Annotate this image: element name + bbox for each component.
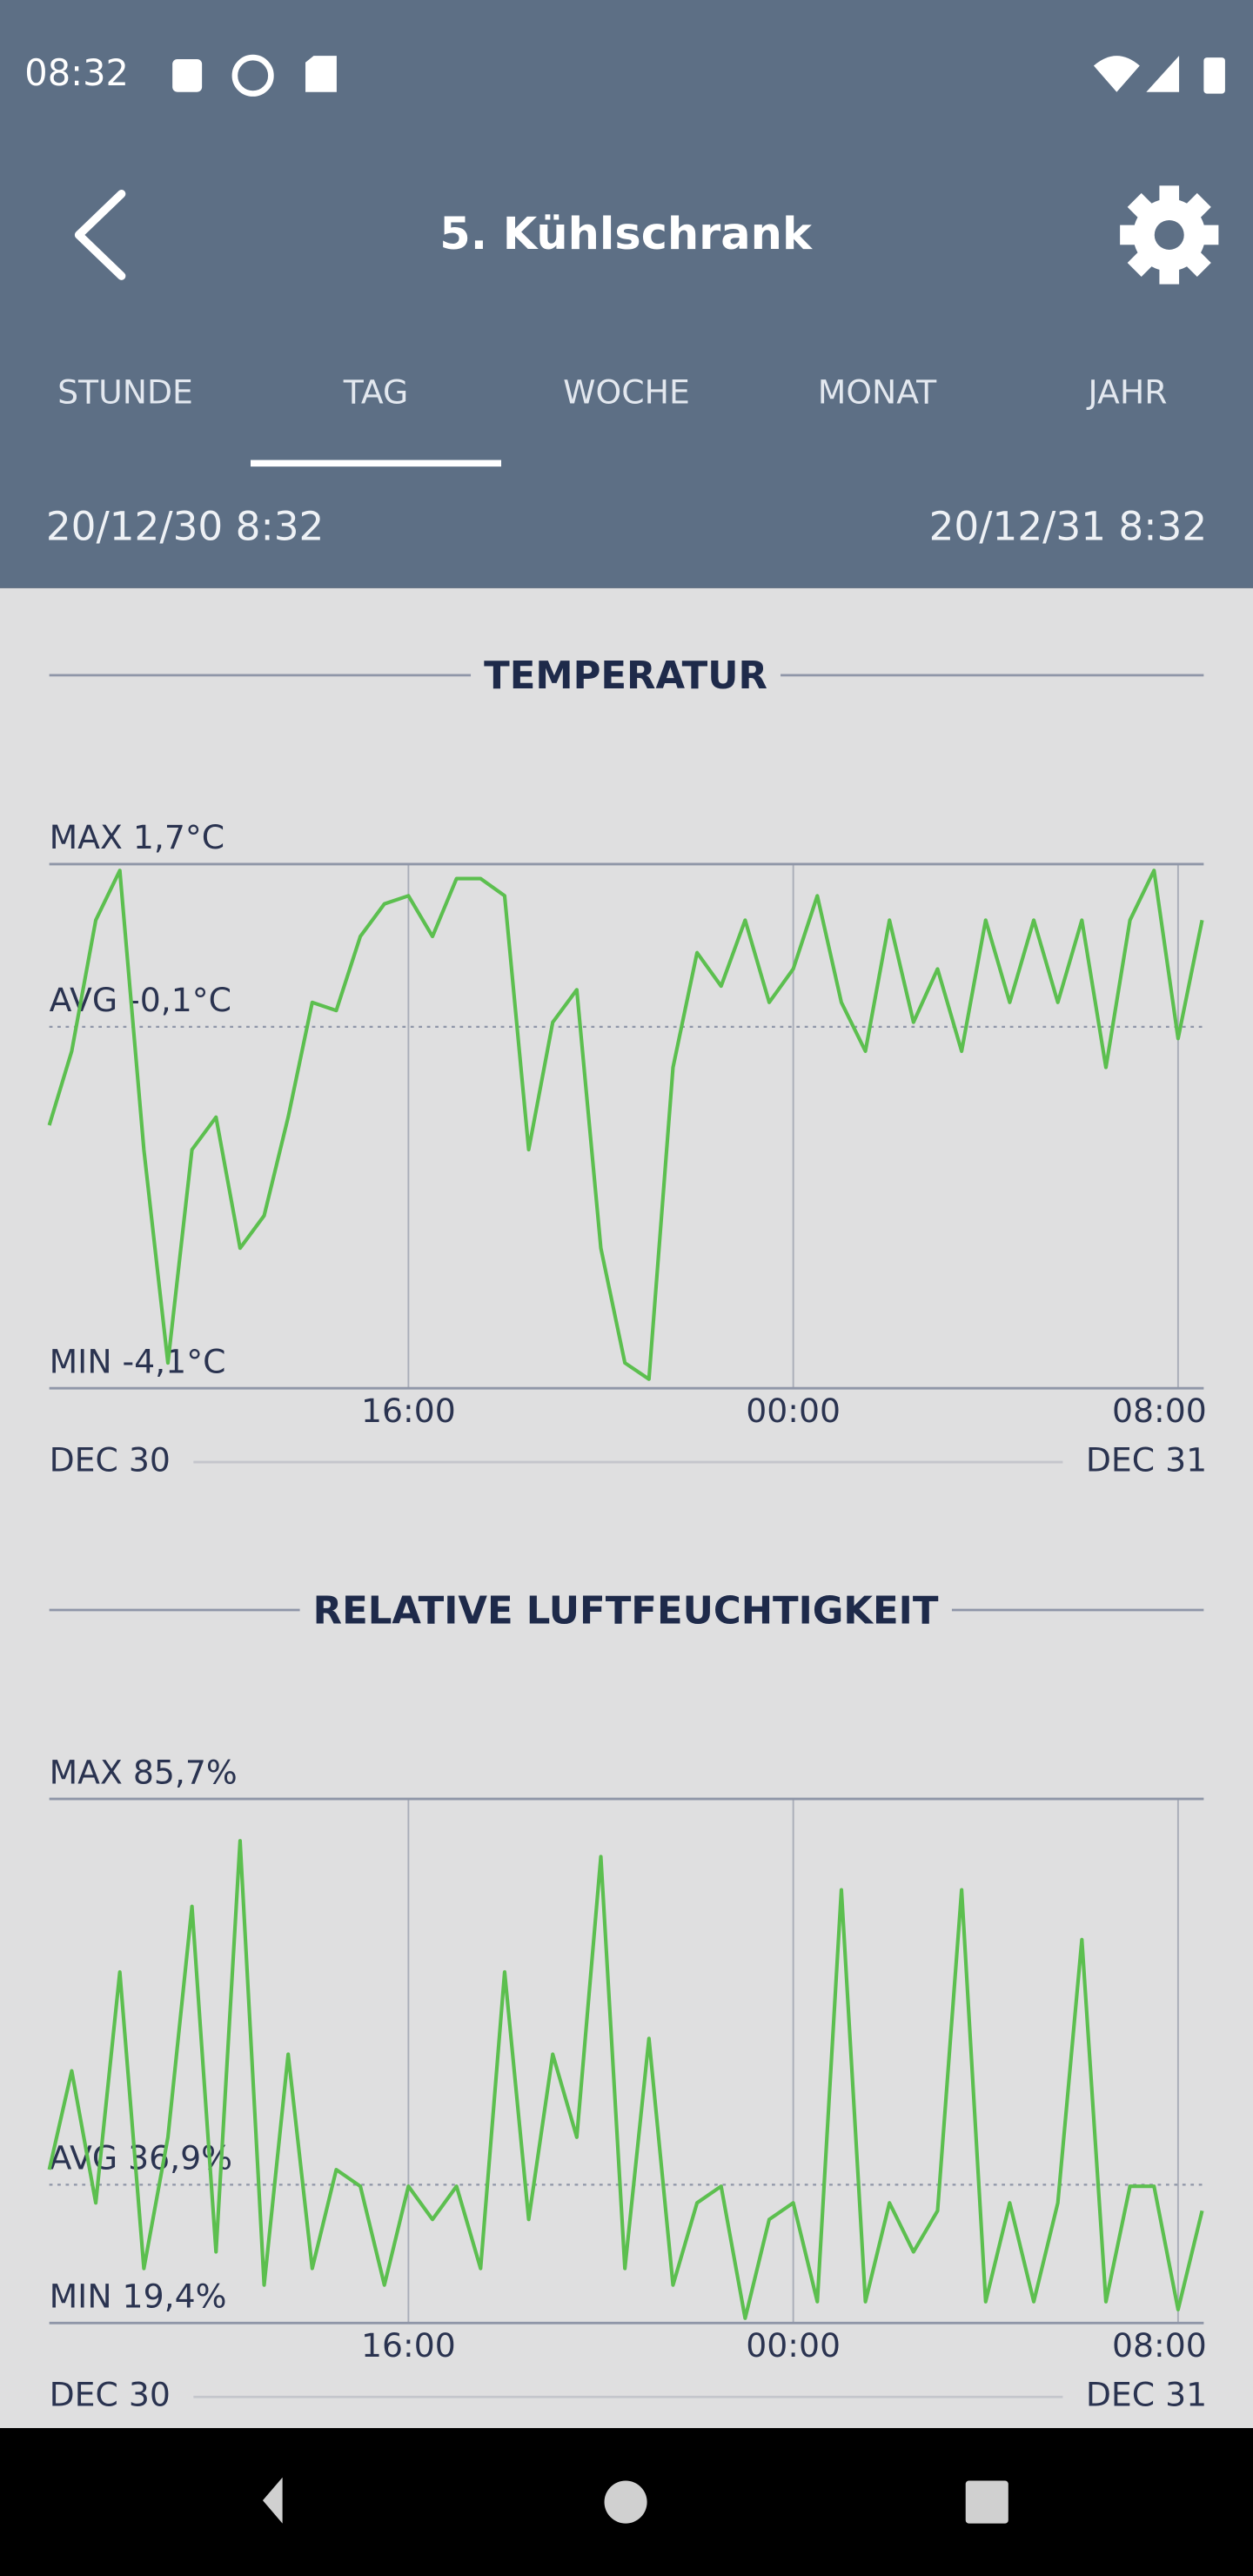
- tab[interactable]: STUNDE: [57, 373, 193, 412]
- chart-title: RELATIVE LUFTFEUCHTIGKEIT: [313, 1589, 939, 1633]
- gear-hole: [1154, 219, 1184, 250]
- x-end-label: DEC 31: [1086, 1441, 1207, 1479]
- range-end: 20/12/31 8:32: [929, 503, 1208, 549]
- data-line: [47, 869, 1204, 1381]
- y-tick-label: MAX 85,7%: [50, 1753, 238, 1791]
- nav-recents[interactable]: [965, 2480, 1008, 2524]
- y-tick-label: MIN -4,1°C: [50, 1342, 226, 1380]
- y-tick-label: AVG 36,9%: [50, 2139, 232, 2177]
- y-tick-label: MIN 19,4%: [50, 2277, 227, 2315]
- status-icon: [305, 56, 337, 92]
- data-line: [47, 1839, 1204, 2320]
- status-icon: [231, 54, 274, 97]
- chart-title: TEMPERATUR: [484, 654, 767, 698]
- x-tick-label: 16:00: [361, 2326, 456, 2365]
- x-tick-label: 16:00: [361, 1392, 456, 1430]
- x-tick-label: 08:00: [1112, 1392, 1207, 1430]
- screen-title: 5. Kühlschrank: [439, 209, 813, 260]
- tab-indicator: [251, 460, 501, 467]
- settings-button[interactable]: [1120, 185, 1219, 285]
- x-start-label: DEC 30: [50, 2376, 171, 2414]
- tab[interactable]: MONAT: [818, 373, 937, 412]
- tab[interactable]: TAG: [343, 373, 409, 412]
- x-tick-label: 00:00: [746, 1392, 841, 1430]
- x-end-label: DEC 31: [1086, 2376, 1207, 2414]
- tab[interactable]: WOCHE: [563, 373, 690, 412]
- y-tick-label: AVG -0,1°C: [50, 981, 231, 1019]
- tab[interactable]: JAHR: [1087, 373, 1168, 412]
- status-icon: [172, 58, 203, 92]
- wifi-icon: [1093, 56, 1140, 92]
- x-tick-label: 00:00: [746, 2326, 841, 2365]
- y-tick-label: MAX 1,7°C: [50, 818, 225, 856]
- battery-icon: [1203, 57, 1225, 94]
- back-button[interactable]: [74, 190, 126, 280]
- app-header: [0, 0, 1253, 588]
- range-start: 20/12/30 8:32: [46, 503, 325, 549]
- content: [0, 587, 1253, 2429]
- status-time: 08:32: [24, 51, 129, 94]
- nav-home[interactable]: [604, 2480, 647, 2524]
- nav-back[interactable]: [262, 2477, 283, 2524]
- x-start-label: DEC 30: [50, 1441, 171, 1479]
- x-tick-label: 08:00: [1112, 2326, 1207, 2365]
